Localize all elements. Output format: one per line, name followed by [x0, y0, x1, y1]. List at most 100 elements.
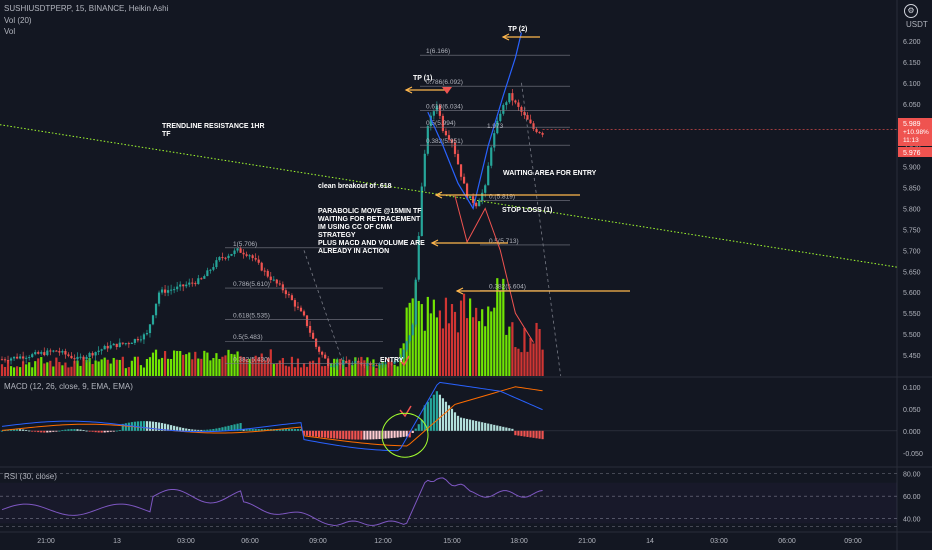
macd-hist-bar	[293, 429, 297, 431]
volume-bar	[481, 309, 484, 376]
volume-bar	[55, 357, 58, 376]
candle-body	[333, 365, 336, 367]
macd-hist-bar	[182, 427, 185, 431]
volume-bar	[97, 361, 100, 376]
tp1-annotation: TP (1)	[413, 75, 432, 82]
macd-hist-bar	[209, 429, 212, 431]
volume-bar	[321, 366, 324, 376]
candle-body	[472, 196, 475, 203]
volume-bar	[139, 365, 143, 376]
volume-bar	[426, 296, 429, 376]
macd-hist-bar	[245, 429, 248, 431]
macd-hist-bar	[215, 428, 218, 431]
candle-body	[429, 115, 432, 127]
candle-body	[124, 343, 127, 345]
candle-body	[478, 200, 481, 207]
candle-body	[185, 284, 188, 287]
volume-bar	[16, 366, 19, 376]
volume-bar	[396, 366, 399, 376]
macd-hist-bar	[154, 422, 158, 431]
volume-bar	[330, 363, 333, 376]
volume-bar	[233, 354, 236, 376]
volume-bar	[523, 327, 526, 376]
projection-dashed	[303, 250, 344, 364]
macd-hist-bar	[227, 425, 230, 431]
settings-icon[interactable]: ⚙	[904, 4, 918, 18]
macd-hist-bar	[73, 429, 76, 431]
volume-bar	[438, 310, 441, 376]
candle-body	[260, 262, 263, 271]
volume-bar	[532, 343, 535, 376]
macd-hist-bar	[396, 430, 399, 438]
macd-hist-bar	[330, 430, 333, 439]
symbol-legend[interactable]: SUSHIUSDTPERP, 15, BINANCE, Heikin Ashi	[4, 4, 169, 13]
candle-body	[160, 289, 164, 293]
candle-body	[517, 102, 520, 107]
vol-legend-2[interactable]: Vol	[4, 27, 16, 36]
volume-bar	[490, 311, 493, 376]
volume-bar	[61, 365, 64, 376]
trendline-annotation: TRENDLINE RESISTANCE 1HR	[162, 123, 265, 130]
volume-bar	[444, 297, 448, 376]
macd-hist-bar	[106, 430, 109, 433]
macd-hist-bar	[345, 430, 348, 440]
macd-hist-bar	[22, 429, 25, 431]
candle-body	[236, 248, 239, 251]
macd-hist-bar	[411, 430, 414, 433]
macd-hist-bar	[511, 428, 514, 431]
volume-bar	[112, 357, 115, 376]
macd-hist-bar	[375, 430, 378, 440]
candle-body	[532, 123, 535, 130]
stoploss-path	[454, 195, 534, 343]
macd-hist-bar	[170, 425, 173, 431]
candle-body	[541, 132, 544, 135]
macd-hist-bar	[529, 430, 532, 438]
candle-body	[67, 354, 70, 356]
volume-bar	[260, 353, 263, 376]
macd-hist-bar	[444, 401, 448, 431]
macd-hist-bar	[167, 424, 170, 431]
macd-legend[interactable]: MACD (12, 26, close, 9, EMA, EMA)	[4, 382, 133, 391]
rsi-legend[interactable]: RSI (30, close)	[4, 472, 57, 481]
macd-hist-bar	[12, 429, 16, 431]
vol-legend[interactable]: Vol (20)	[4, 16, 32, 25]
macd-hist-bar	[369, 430, 372, 440]
volume-bar	[194, 351, 197, 376]
macd-hist-bar	[290, 429, 294, 431]
trendline-resistance	[0, 124, 898, 268]
price-tick-label: 5.700	[903, 248, 921, 255]
candle-body	[342, 360, 345, 366]
volume-bar	[151, 352, 155, 376]
volume-bar	[517, 348, 520, 376]
candle-body	[121, 342, 124, 344]
macd-hist-bar	[248, 429, 251, 431]
candle-body	[12, 356, 16, 359]
candle-body	[34, 352, 37, 355]
macd-hist-bar	[327, 430, 330, 438]
candle-body	[372, 365, 375, 367]
candle-body	[263, 270, 266, 272]
volume-bar	[6, 360, 10, 376]
candle-body	[251, 255, 254, 259]
candle-body	[390, 363, 393, 365]
macd-hist-bar	[311, 430, 315, 437]
macd-hist-bar	[318, 430, 321, 437]
candle-body	[230, 253, 233, 256]
candle-body	[25, 357, 28, 359]
volume-bar	[357, 360, 360, 376]
volume-bar	[230, 353, 233, 376]
candle-body	[308, 325, 312, 333]
candle-body	[520, 106, 523, 112]
volume-bar	[278, 360, 281, 376]
macd-hist-bar	[239, 423, 242, 431]
volume-bar	[28, 362, 31, 376]
candle-body	[387, 362, 390, 364]
macd-hist-bar	[453, 412, 457, 431]
macd-hist-bar	[462, 418, 466, 431]
candle-body	[227, 255, 230, 259]
volume-bar	[272, 364, 275, 376]
candle-body	[167, 290, 170, 293]
candle-body	[266, 270, 269, 277]
volume-bar	[34, 361, 37, 376]
